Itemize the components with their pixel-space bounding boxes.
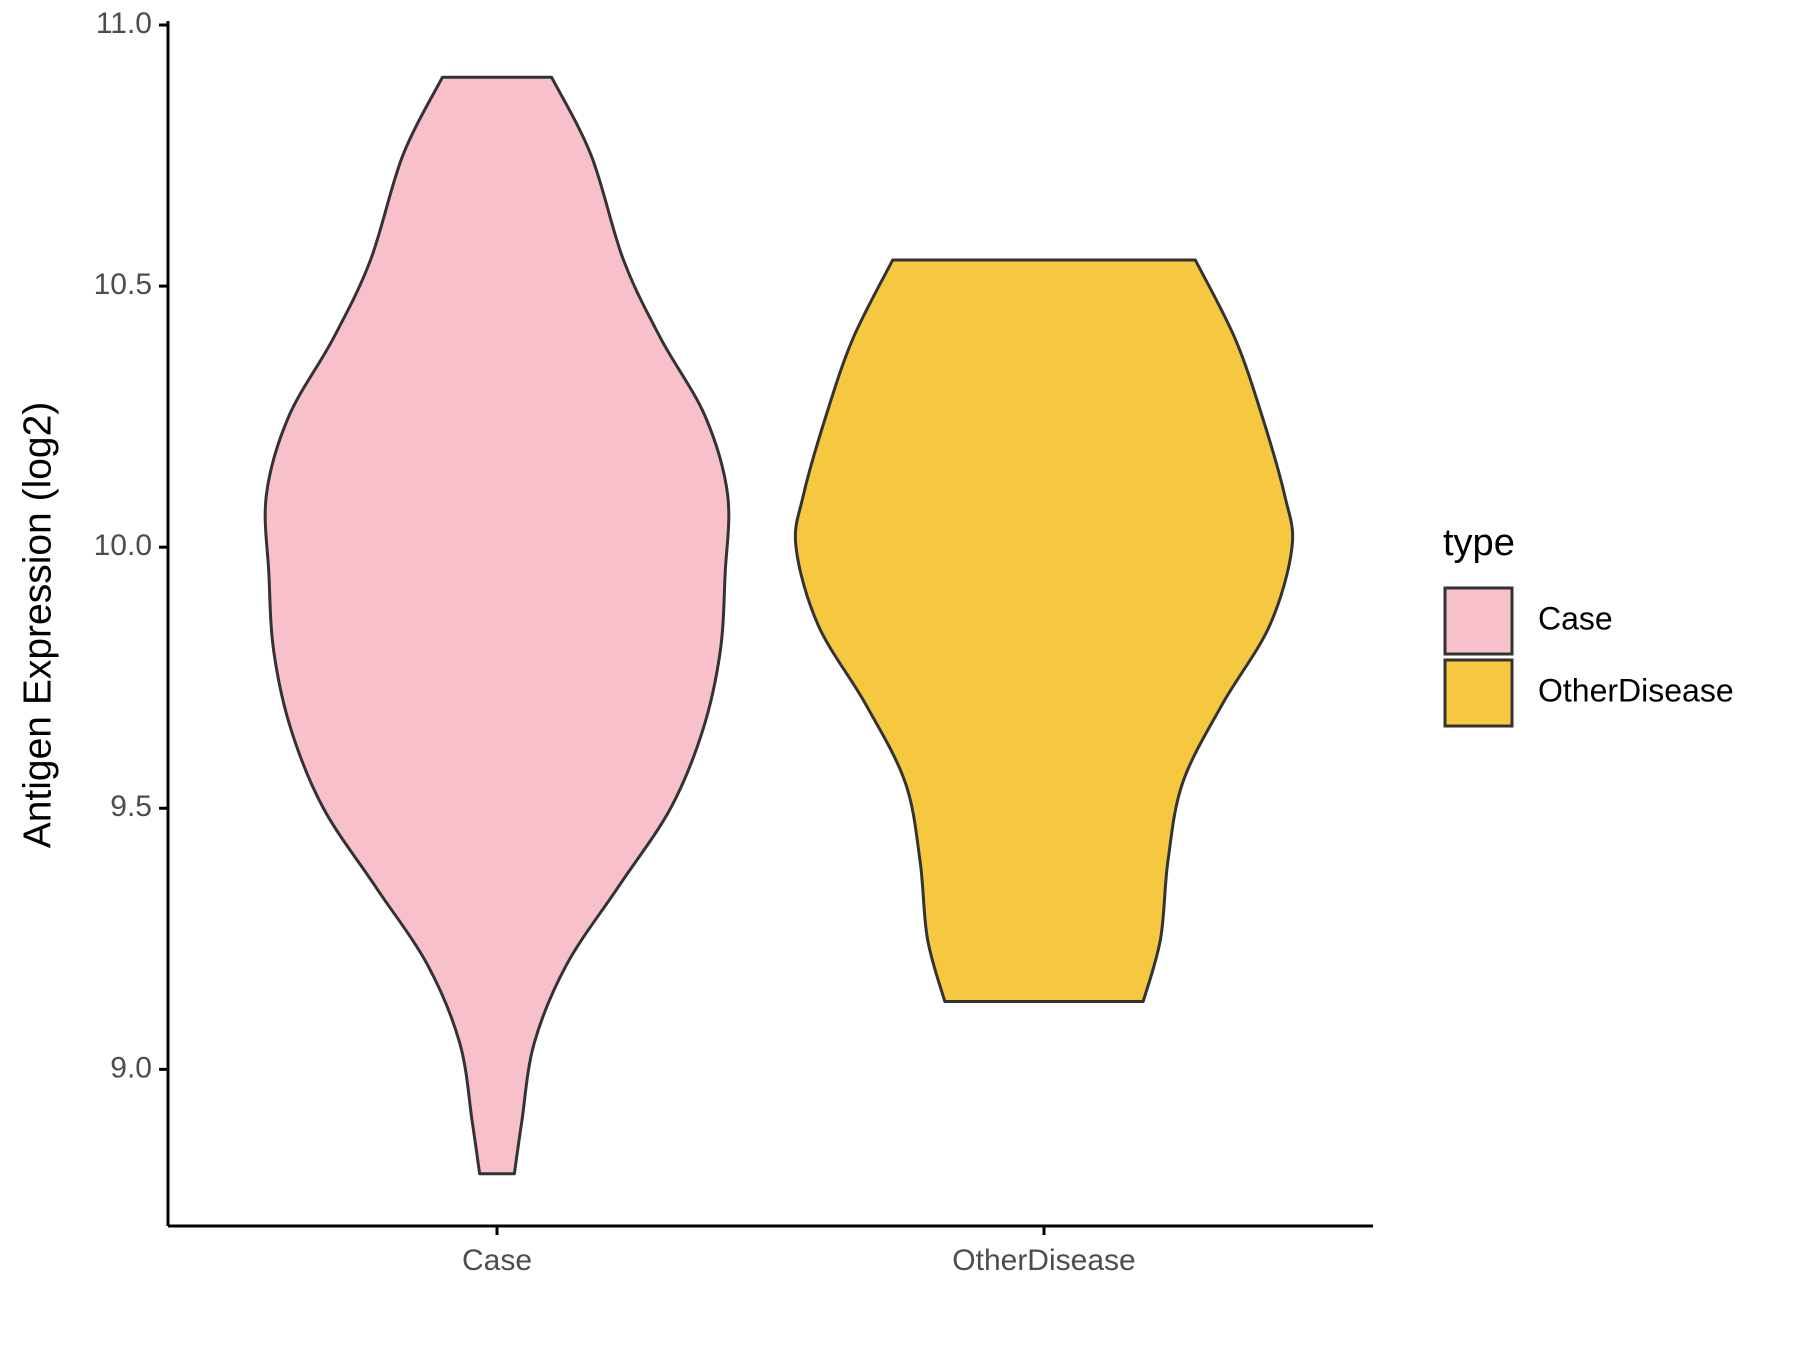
x-tick-label: OtherDisease: [952, 1244, 1135, 1277]
y-tick-label: 10.5: [94, 268, 152, 301]
legend-key: [1443, 658, 1514, 728]
y-tick-label: 9.0: [110, 1051, 152, 1084]
y-axis-label: Antigen Expression (log2): [16, 402, 59, 849]
y-tick-label: 9.5: [110, 790, 152, 823]
y-tick-label: 10.0: [94, 529, 152, 562]
violin: [263, 75, 731, 1176]
legend-title: type: [1443, 522, 1515, 564]
x-tick-label: Case: [462, 1244, 532, 1277]
legend-key: [1443, 586, 1514, 656]
y-tick-label: 11.0: [96, 7, 152, 40]
legend-label: OtherDisease: [1538, 672, 1734, 708]
legend-label: Case: [1538, 600, 1613, 636]
violin: [793, 258, 1295, 1003]
